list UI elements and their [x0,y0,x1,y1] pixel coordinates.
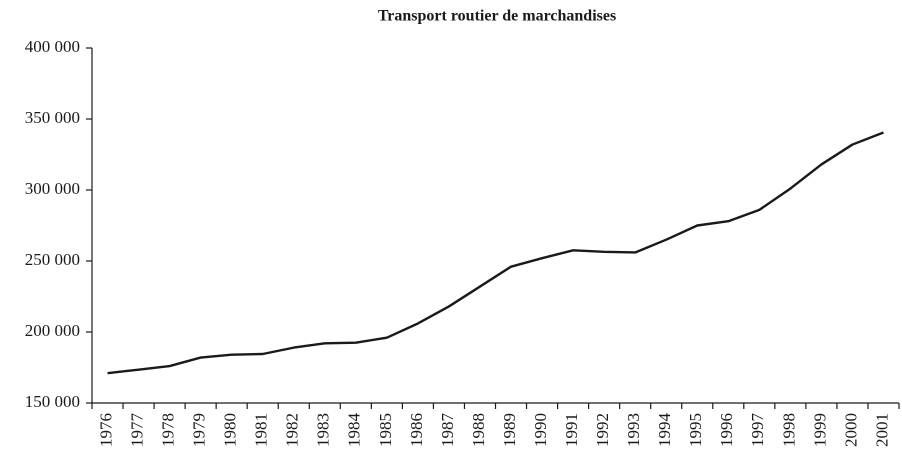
x-tick-label: 1978 [159,413,178,447]
x-tick-label: 1988 [469,413,488,447]
y-tick-label: 200 000 [25,321,80,340]
line-series [107,131,884,375]
x-tick-label: 1995 [686,413,705,447]
x-tick-label: 1996 [717,413,736,447]
x-tick-label: 1997 [748,413,767,448]
x-tick-label: 1993 [624,413,643,447]
y-tick-label: 300 000 [25,179,80,198]
y-tick-label: 400 000 [25,37,80,56]
x-tick-label: 1985 [376,413,395,447]
x-tick-label: 1987 [438,413,457,448]
y-tick-label: 350 000 [25,108,80,127]
x-tick-label: 2000 [841,413,860,447]
x-tick-label: 1980 [221,413,240,447]
chart-title: Transport routier de marchandises [378,8,616,25]
x-tick-label: 1999 [810,413,829,447]
x-tick-label: 1990 [531,413,550,447]
x-tick-label: 1979 [190,413,209,447]
x-tick-label: 2001 [872,413,891,447]
x-tick-label: 1989 [500,413,519,447]
x-tick-label: 1984 [345,413,364,448]
x-tick-label: 1994 [655,413,674,448]
x-tick-label: 1976 [96,413,115,447]
x-tick-label: 1992 [593,413,612,447]
y-tick-label: 150 000 [25,392,80,411]
x-tick-label: 1983 [314,413,333,447]
x-tick-label: 1991 [562,413,581,447]
x-tick-label: 1986 [407,413,426,447]
x-tick-label: 1982 [283,413,302,447]
x-tick-label: 1998 [779,413,798,447]
y-tick-label: 250 000 [25,250,80,269]
x-tick-label: 1977 [127,413,146,448]
x-tick-label: 1981 [252,413,271,447]
